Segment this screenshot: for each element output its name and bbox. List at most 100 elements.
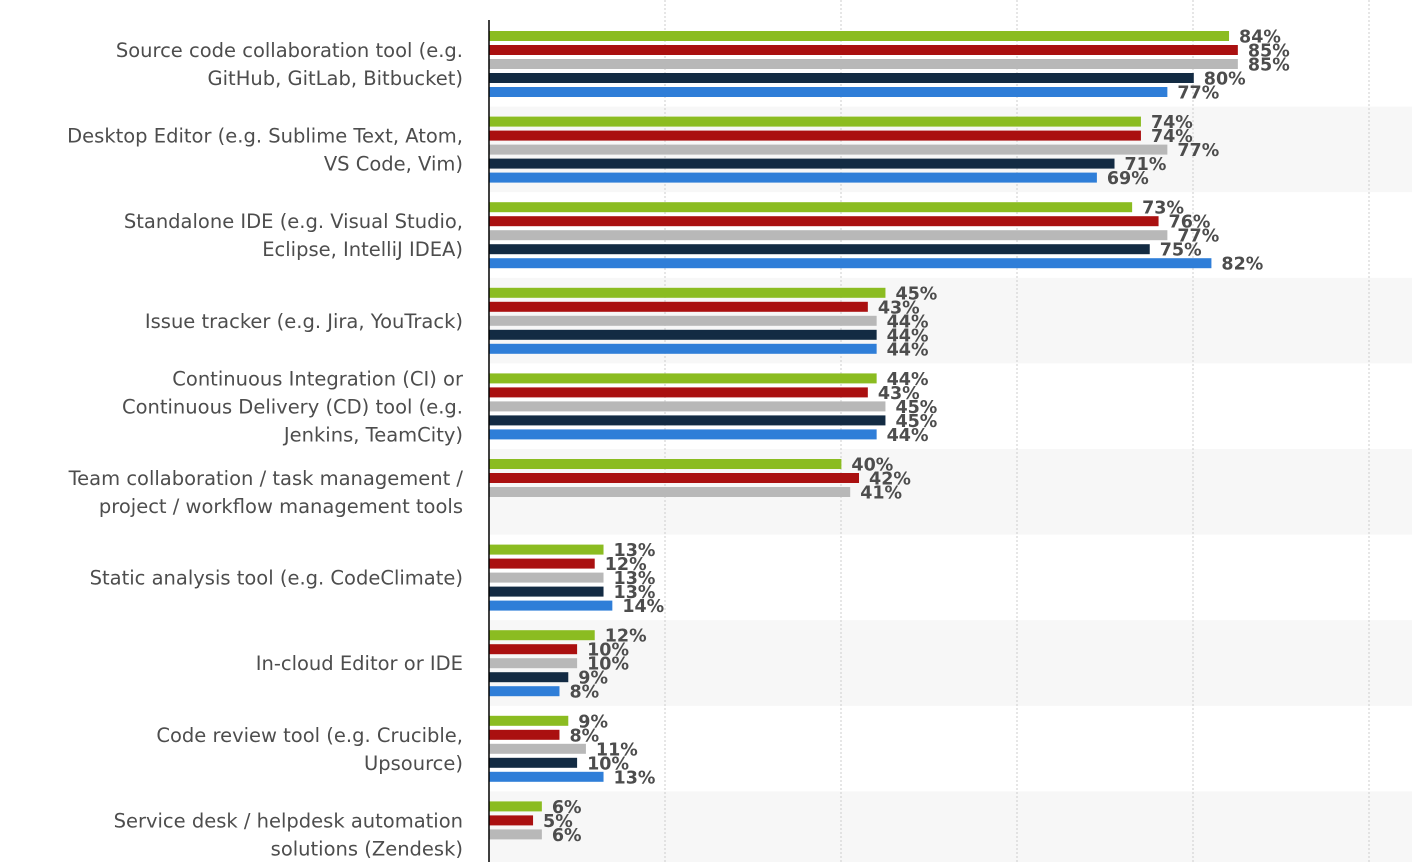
- category-label: Static analysis tool (e.g. CodeClimate): [90, 567, 463, 590]
- bar: [489, 672, 569, 683]
- bar: [489, 558, 595, 569]
- category-label: Code review tool (e.g. Crucible,: [156, 724, 463, 747]
- bar: [489, 287, 886, 298]
- bar: [489, 144, 1168, 155]
- data-label: 44%: [887, 326, 929, 346]
- value-labels: 84%85%85%80%77%74%74%77%71%69%73%76%77%7…: [543, 28, 1290, 846]
- data-label: 13%: [614, 541, 656, 561]
- bar: [489, 258, 1212, 269]
- data-label: 14%: [622, 597, 664, 617]
- data-label: 44%: [887, 340, 929, 360]
- data-label: 6%: [552, 826, 582, 846]
- data-label: 10%: [587, 641, 629, 661]
- data-label: 85%: [1248, 42, 1290, 62]
- data-label: 45%: [895, 398, 937, 418]
- data-label: 13%: [614, 569, 656, 589]
- category-label: Issue tracker (e.g. Jira, YouTrack): [145, 310, 463, 333]
- bar: [489, 216, 1159, 227]
- data-label: 43%: [878, 384, 920, 404]
- bar: [489, 715, 569, 726]
- category-label: Service desk / helpdesk automation: [114, 809, 463, 832]
- bar: [489, 45, 1238, 55]
- data-label: 11%: [596, 740, 638, 760]
- data-label: 44%: [887, 370, 929, 390]
- bars: [489, 31, 1238, 840]
- bar: [489, 172, 1097, 183]
- row-band: [489, 620, 1412, 706]
- data-label: 71%: [1125, 155, 1167, 175]
- bar: [489, 771, 604, 782]
- category-label: Standalone IDE (e.g. Visual Studio,: [124, 210, 463, 233]
- bar: [489, 244, 1150, 255]
- bar: [489, 686, 560, 697]
- data-label: 5%: [543, 812, 573, 832]
- row-band: [489, 791, 1412, 862]
- bar: [489, 315, 877, 326]
- data-label: 44%: [887, 426, 929, 446]
- bar: [489, 301, 868, 312]
- bar: [489, 343, 877, 354]
- bar: [489, 373, 877, 384]
- category-label: In-cloud Editor or IDE: [256, 652, 463, 675]
- bar: [489, 829, 542, 840]
- bar: [489, 230, 1168, 241]
- bar: [489, 600, 613, 611]
- data-label: 41%: [860, 484, 902, 504]
- data-label: 40%: [851, 456, 893, 476]
- category-label: solutions (Zendesk): [271, 837, 463, 860]
- category-label: Continuous Integration (CI) or: [172, 367, 464, 390]
- data-label: 45%: [895, 284, 937, 304]
- bar: [489, 644, 578, 655]
- bar: [489, 329, 877, 340]
- bar: [489, 116, 1141, 127]
- bar: [489, 586, 604, 597]
- data-label: 76%: [1169, 213, 1211, 233]
- data-label: 74%: [1151, 113, 1193, 133]
- bar: [489, 130, 1141, 141]
- data-label: 8%: [569, 683, 599, 703]
- bar: [489, 87, 1168, 97]
- data-label: 8%: [569, 726, 599, 746]
- data-label: 12%: [605, 627, 647, 647]
- bar: [489, 59, 1238, 69]
- bar: [489, 572, 604, 583]
- category-label: Jenkins, TeamCity): [282, 423, 463, 446]
- data-label: 74%: [1151, 127, 1193, 147]
- category-labels: Source code collaboration tool (e.g. GitH…: [67, 39, 464, 860]
- data-label: 12%: [605, 555, 647, 575]
- bar: [489, 729, 560, 740]
- data-label: 85%: [1248, 56, 1290, 76]
- data-label: 9%: [578, 712, 608, 732]
- data-label: 73%: [1142, 199, 1184, 219]
- data-label: 69%: [1107, 169, 1149, 189]
- category-label: Source code collaboration tool (e.g.: [116, 39, 463, 62]
- bar: [489, 801, 542, 812]
- bar: [489, 387, 868, 398]
- data-label: 77%: [1177, 227, 1219, 247]
- data-label: 77%: [1177, 141, 1219, 161]
- bar: [489, 743, 586, 754]
- bar: [489, 31, 1230, 41]
- bar: [489, 73, 1194, 83]
- bar: [489, 757, 578, 768]
- bar: [489, 401, 886, 412]
- data-label: 45%: [895, 412, 937, 432]
- category-label: VS Code, Vim): [324, 153, 463, 176]
- category-label: Upsource): [364, 752, 463, 775]
- bar: [489, 473, 860, 483]
- data-label: 43%: [878, 298, 920, 318]
- data-label: 13%: [614, 768, 656, 788]
- bar: [489, 544, 604, 555]
- bar: [489, 202, 1133, 213]
- data-label: 80%: [1204, 70, 1246, 90]
- data-label: 9%: [578, 669, 608, 689]
- category-label: Team collaboration / task management /: [68, 467, 464, 490]
- bar: [489, 487, 851, 497]
- data-label: 82%: [1221, 255, 1263, 275]
- category-label: Desktop Editor (e.g. Sublime Text, Atom,: [67, 125, 463, 148]
- bar: [489, 630, 595, 641]
- data-label: 42%: [869, 470, 911, 490]
- row-bands: [489, 106, 1412, 862]
- category-label: Continuous Delivery (CD) tool (e.g.: [122, 395, 463, 418]
